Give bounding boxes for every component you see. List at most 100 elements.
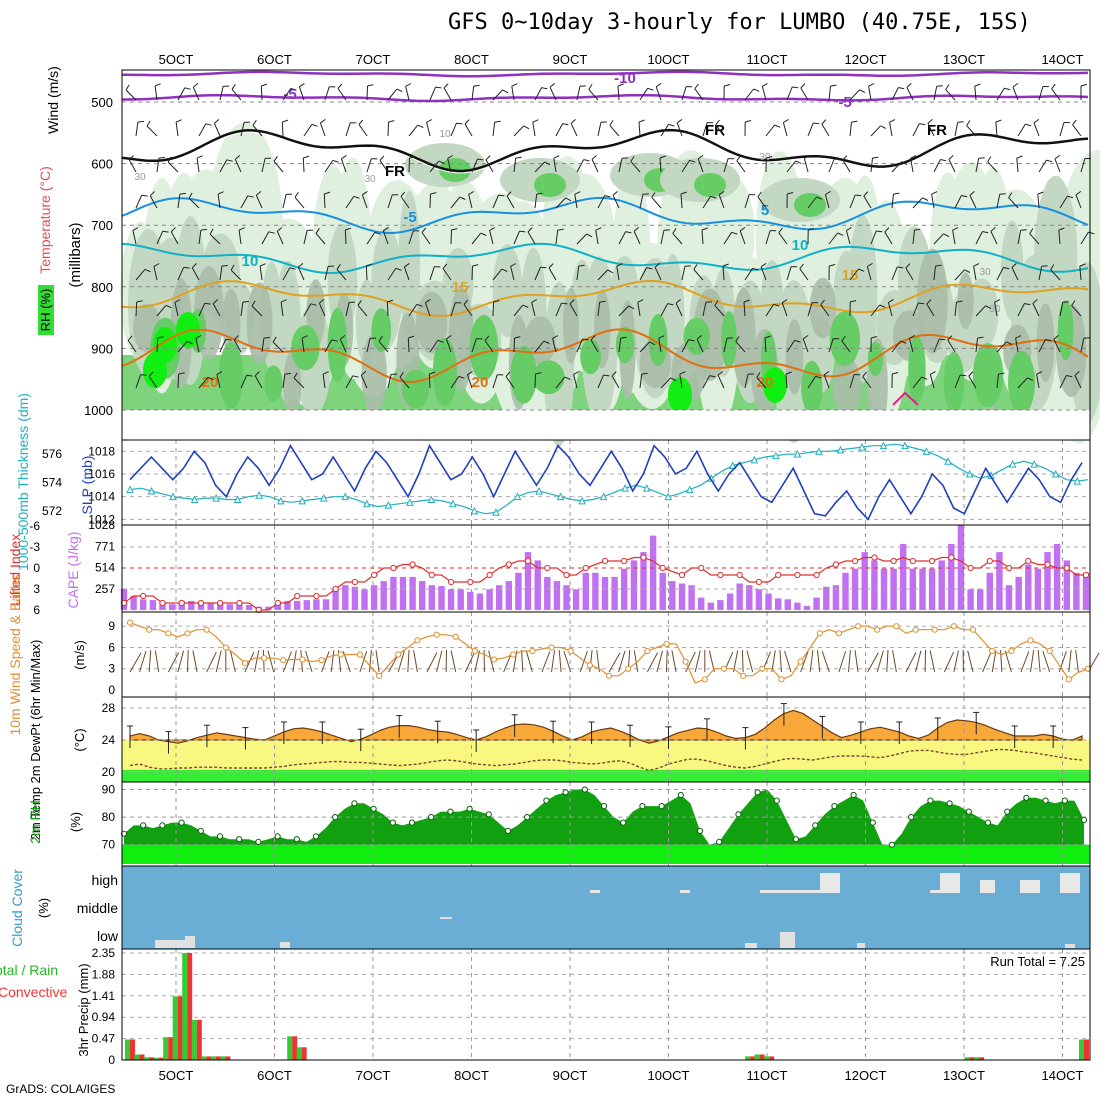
wind-barb-flag [667,303,674,306]
wind-barb [1053,339,1061,353]
thickness-line-marker [750,455,759,464]
wind-barb-flag [851,120,858,123]
wind-barb [555,230,559,245]
wind-barb [1051,88,1061,101]
cape-bar [842,572,849,610]
cape-bar [1015,576,1022,610]
wind-barb-flag [569,299,575,305]
wind-barb [297,266,305,281]
chart-title: GFS 0~10day 3-hourly for LUMBO (40.75E, … [448,10,1031,35]
wind-barb-flag [611,371,617,377]
wind-barb [974,86,977,101]
thickness-line-marker [341,492,350,501]
slp-left-tick: 574 [42,476,62,490]
date-tick-top: 12OCT [845,52,887,67]
cape-bar [909,568,916,610]
wind-barb [251,305,263,317]
wind-barb-flag [468,191,475,195]
wind-barb-flag [675,299,681,304]
wind-barb [399,376,410,389]
wind-barb-flag [506,191,512,197]
wind-barb-flag [297,263,304,268]
wind-barb-flag [213,119,220,124]
wind-barb-flag [207,376,214,381]
slp-right-tick: 1018 [88,444,115,458]
wind-barb-flag [630,156,635,162]
wind-barb-flag [357,300,362,306]
wind-barb [722,265,725,281]
cape-bar [755,589,763,610]
cape-bar [851,568,859,610]
wind-barb-flag [800,83,806,89]
wind-barb-flag [927,119,933,124]
wind-barb-flag [842,155,848,161]
wind-barb [191,267,200,281]
isotherm-label: FR [927,122,947,139]
lifted-index-line-marker [178,599,185,607]
wind-barb-flag [921,376,928,380]
wind-barb-flag [943,233,950,237]
lifted-index-line-marker [640,554,647,561]
wind-barb [591,159,599,173]
wind-barb-flag [336,264,341,270]
wind-barb [863,195,872,209]
wind-barb [276,230,284,245]
precip-total-bar [745,1056,751,1060]
rh2m-marker [140,822,147,829]
date-tick-bottom: 11OCT [747,1068,788,1083]
wind-barb-flag [829,264,836,267]
cloud-high-bar [980,880,995,893]
wind-barb-flag [590,335,596,341]
cape-bar [621,568,628,610]
wind-barb [828,86,831,101]
wind-barb [177,87,186,101]
rh2m-marker [485,811,492,818]
lifted-index-line-marker [524,557,532,565]
wind-barb-flag [709,375,716,378]
date-tick-top: 7OCT [356,52,391,67]
cape-bar [765,593,772,610]
precip-legend-conv: Convective [0,984,67,1000]
cape-bar [592,572,599,610]
cape-bar [900,543,907,610]
wind-barb-flag [696,335,702,340]
wind-barb-flag [205,123,212,126]
wind-barb [238,230,242,245]
panel-frame-precip [121,948,1091,1061]
wind10m-speed-line-marker [376,672,383,679]
precip-conv-bar [225,1056,231,1060]
lifted-index-line-marker [294,592,301,600]
wind10m-speed-line-marker [1027,637,1034,644]
wind-barb [987,161,998,173]
rh-shade-bright [143,352,167,388]
cloud-high-bar [930,890,945,893]
date-tick-bottom: 13OCT [943,1068,985,1083]
wind-barb-flag [646,267,653,270]
wind-barb [1029,233,1040,245]
wind-barb-flag [425,298,431,304]
wind-barb [1059,375,1067,389]
rh2m-marker [408,819,416,826]
lifted-index-line-marker [717,571,724,579]
wind10m-tick: 9 [108,619,115,633]
date-tick-top: 11OCT [747,52,788,67]
wind-barb-flag [570,119,576,124]
rh-shade-green [683,317,710,355]
wind-barb-flag [588,84,593,90]
wind-barb-flag [867,262,873,267]
rh-shade-green [615,326,635,364]
upper-ylabel-wind: Wind (m/s) [45,66,61,134]
wind-barb-flag [435,86,442,89]
rh2m-marker [792,836,800,843]
wind-barb [618,231,627,245]
wind-barb-flag [858,268,865,272]
wind-barb [954,302,957,317]
wind-barb [870,125,881,137]
wind-barb [906,87,914,101]
thickness-line-marker [233,495,242,503]
wind-barb-flag [299,82,305,88]
rh2m-tick: 70 [102,838,116,852]
wind-barb [534,340,545,353]
wind10m-barb [192,650,198,673]
rh-shade-gray [1036,303,1055,382]
